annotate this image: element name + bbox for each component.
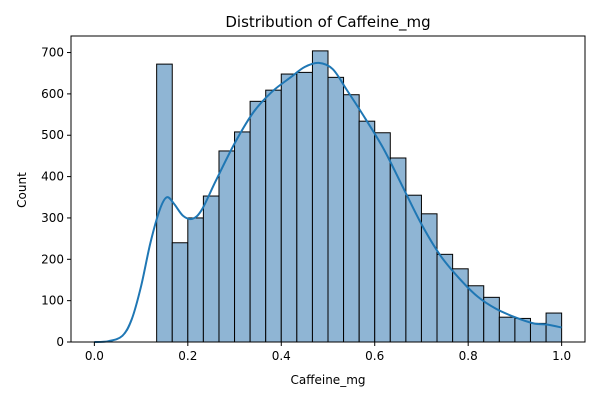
x-tick-label: 0.8 xyxy=(459,349,478,363)
y-tick-label: 200 xyxy=(41,252,64,266)
y-tick-label: 500 xyxy=(41,128,64,142)
histogram-bar-15 xyxy=(389,157,407,343)
histogram-bar-3 xyxy=(202,195,220,343)
histogram-bar-24 xyxy=(529,322,547,343)
histogram-bar-4 xyxy=(218,150,236,343)
y-tick-label: 400 xyxy=(41,170,64,184)
histogram-bar-12 xyxy=(343,94,360,343)
histogram-bar-5 xyxy=(234,131,251,343)
histogram-bars xyxy=(156,50,563,343)
histogram-bar-16 xyxy=(405,194,422,343)
x-tick-label: 0.6 xyxy=(365,349,384,363)
histogram-bar-8 xyxy=(280,73,298,343)
x-tick-label: 0.2 xyxy=(178,349,197,363)
histogram-bar-10 xyxy=(311,50,329,343)
x-tick-label: 0.4 xyxy=(272,349,291,363)
x-tick-label: 0.0 xyxy=(85,349,104,363)
y-axis-label: Count xyxy=(15,172,29,208)
histogram-bar-22 xyxy=(498,316,516,343)
histogram-bar-11 xyxy=(327,76,345,343)
histogram-bar-9 xyxy=(296,71,313,343)
histogram-bar-0 xyxy=(156,63,173,343)
kde-layer xyxy=(94,61,562,343)
histogram-bar-7 xyxy=(265,89,282,343)
histogram-bar-6 xyxy=(249,100,267,343)
y-tick-label: 700 xyxy=(41,46,64,60)
x-axis-ticks: 0.0 0.2 0.4 0.6 0.8 1.0 xyxy=(85,342,571,363)
histogram-bar-2 xyxy=(187,217,204,343)
histogram-bar-1 xyxy=(171,242,189,343)
y-tick-label: 0 xyxy=(56,335,64,349)
x-axis-label: Caffeine_mg xyxy=(290,373,365,387)
y-tick-label: 100 xyxy=(41,294,64,308)
histogram-bar-13 xyxy=(358,120,376,343)
kde-line xyxy=(94,61,562,343)
chart-title: Distribution of Caffeine_mg xyxy=(225,13,430,32)
x-tick-label: 1.0 xyxy=(552,349,571,363)
y-tick-label: 600 xyxy=(41,87,64,101)
plot-frame xyxy=(70,35,586,343)
histogram-bar-21 xyxy=(483,296,500,343)
histogram-bar-14 xyxy=(374,132,391,343)
y-tick-label: 300 xyxy=(41,211,64,225)
y-axis-ticks: 0 100 200 300 400 500 600 700 xyxy=(41,46,71,349)
histogram-bar-17 xyxy=(420,213,438,343)
